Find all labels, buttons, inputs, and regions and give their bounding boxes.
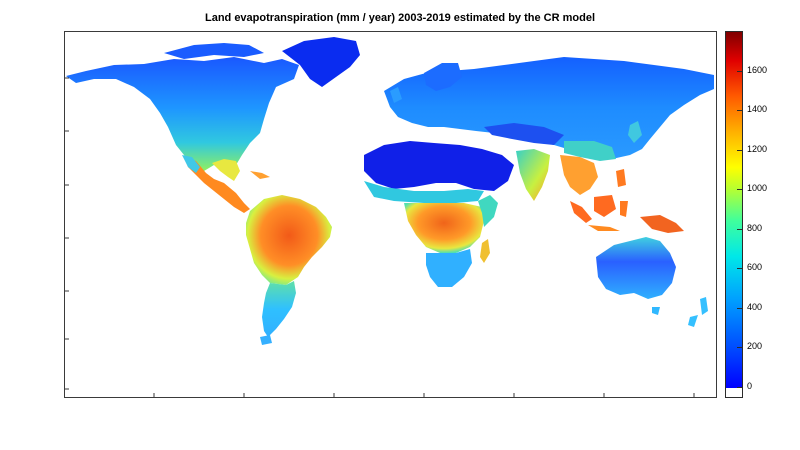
colorbar-tick-label: 1600: [747, 64, 768, 75]
colorbar: [725, 31, 743, 398]
region-south-america: [246, 195, 332, 285]
region-south-america-south: [262, 281, 296, 337]
region-sulawesi: [620, 201, 628, 217]
region-central-asia: [484, 123, 564, 145]
region-japan: [628, 121, 642, 143]
colorbar-tick-mark: [737, 70, 742, 72]
region-arctic-islands: [164, 43, 264, 59]
region-africa-central: [404, 203, 484, 253]
region-greenland: [282, 37, 360, 87]
region-scandinavia: [424, 63, 462, 91]
region-philippines: [616, 169, 626, 187]
region-madagascar: [480, 239, 490, 263]
region-borneo: [594, 195, 616, 217]
colorbar-tick-mark: [737, 149, 742, 151]
map-title: Land evapotranspiration (mm / year) 2003…: [204, 12, 595, 24]
region-central-america: [184, 157, 250, 213]
colorbar-tick-mark: [737, 307, 742, 309]
colorbar-tick-label: 1000: [747, 183, 768, 194]
colorbar-tick-label: 1400: [747, 104, 768, 115]
region-southern-africa: [426, 249, 472, 287]
colorbar-tick-label: 600: [747, 262, 763, 273]
colorbar-tick-label: 200: [747, 341, 763, 352]
region-uk: [390, 87, 402, 103]
world-map-plot: [64, 31, 717, 398]
region-mexico-dry: [182, 155, 200, 173]
region-australia: [596, 237, 676, 299]
region-southeast-us: [212, 159, 240, 181]
colorbar-tick-mark: [737, 189, 742, 191]
colorbar-tick-label: 800: [747, 222, 763, 233]
bottom-axis-ticks: [153, 393, 695, 398]
region-new-zealand: [688, 297, 708, 327]
colorbar-tick-mark: [737, 387, 742, 388]
region-tierra-del-fuego: [260, 335, 272, 345]
colorbar-tick-label: 1200: [747, 143, 768, 154]
region-north-america: [66, 57, 299, 171]
colorbar-tick-mark: [737, 228, 742, 230]
colorbar-gradient: [726, 32, 742, 388]
region-east-africa: [478, 195, 498, 227]
colorbar-tick-mark: [737, 110, 742, 112]
colorbar-tick-label: 0: [747, 381, 753, 391]
colorbar-tick-label: 400: [747, 301, 763, 312]
region-java: [588, 225, 620, 231]
region-sumatra: [570, 201, 592, 223]
region-caribbean: [250, 171, 270, 179]
region-new-guinea: [640, 215, 684, 233]
region-sahara-arabia: [364, 141, 514, 191]
region-india: [516, 149, 550, 201]
left-axis-ticks: [64, 77, 69, 390]
region-africa-sahel: [364, 181, 484, 203]
colorbar-tick-mark: [737, 268, 742, 270]
region-tasmania: [652, 307, 660, 315]
region-southeast-asia: [560, 155, 598, 195]
region-china-south: [564, 141, 616, 161]
colorbar-tick-mark: [737, 347, 742, 349]
